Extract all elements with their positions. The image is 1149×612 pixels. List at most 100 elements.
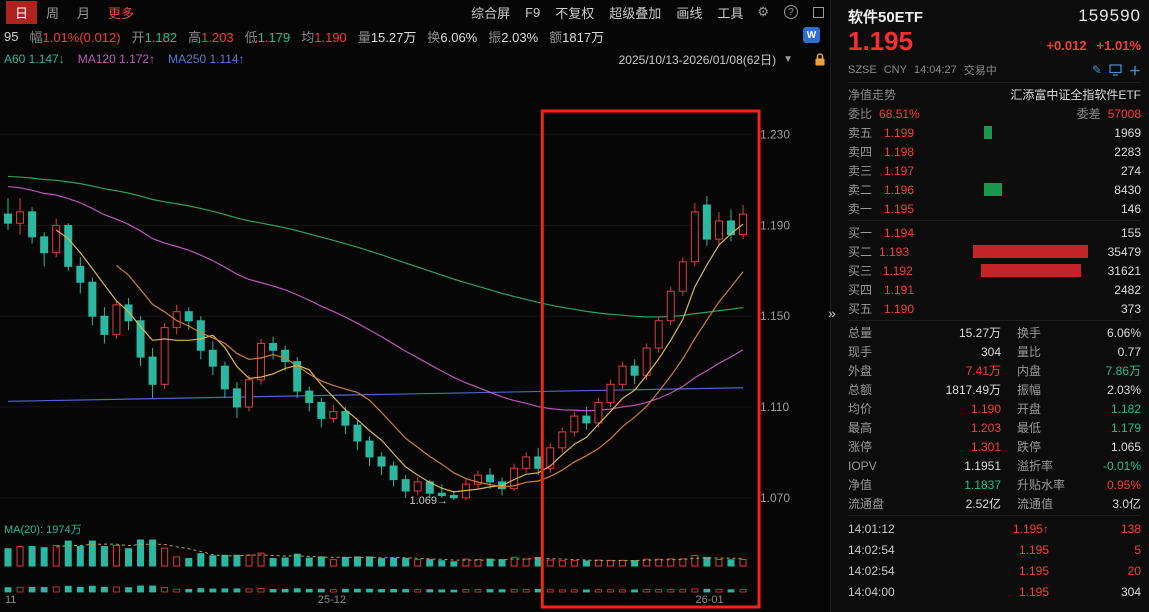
date-range-label: 2025/10/13-2026/01/08(62日) (618, 52, 777, 67)
tick-row-2[interactable]: 14:02:54 1.195 20 (848, 560, 1141, 581)
ob-level-label: 卖四 (848, 145, 873, 159)
tab-周[interactable]: 周 (46, 5, 60, 21)
tick-qty: 5 (1134, 542, 1141, 557)
ask-row-卖一[interactable]: 卖一 1.195 146 (848, 199, 1141, 218)
ask-row-卖五[interactable]: 卖五 1.199 1969 (848, 123, 1141, 142)
stat-label: 高 (188, 29, 202, 45)
menu-item-F9[interactable]: F9 (525, 4, 541, 20)
bid-row-买四[interactable]: 买四 1.191 2482 (848, 280, 1141, 299)
ma-legend-MA250: MA250 1.114↑ (168, 52, 245, 66)
stat-value: 1.190 (314, 29, 347, 45)
stat-label: 均价 (848, 402, 873, 416)
add-icon[interactable]: ＋ (1128, 63, 1141, 78)
stat-row-净值: 净值 1.1837 升贴水率 0.95% (848, 475, 1141, 494)
stat-label: 现手 (848, 345, 873, 359)
toolbar-menu: 综合屏 F9 不复权 超级叠加 画线 工具 (471, 3, 743, 22)
menu-item-工具[interactable]: 工具 (717, 5, 744, 21)
stat-value: 0.95% (1106, 477, 1141, 492)
stat-value: 1.01%(0.012) (42, 29, 121, 45)
panel-collapse-icon[interactable]: » (828, 305, 836, 321)
stat-量: 量15.27万 (358, 27, 417, 46)
stat-label: 低 (244, 29, 258, 45)
stat-value: 15.27万 (370, 29, 417, 45)
stat-label: 振 (488, 29, 502, 45)
ob-depth-bar-track (930, 183, 1079, 196)
stat-label: 最低 (1017, 421, 1042, 435)
stat-value: 1.179 (257, 29, 291, 45)
tick-row-3[interactable]: 14:04:00 1.195 304 (848, 581, 1141, 602)
stat-row-总额: 总额 1817.49万 振幅 2.03% (848, 380, 1141, 399)
quote-panel: 软件50ETF 159590 1.195 +0.012 +1.01% SZSE … (830, 0, 1149, 612)
stat-label: 流通盘 (848, 497, 885, 511)
bid-row-买一[interactable]: 买一 1.194 155 (848, 223, 1141, 242)
stat-label: 流通值 (1017, 497, 1054, 511)
stat-row-均价: 均价 1.190 开盘 1.182 (848, 399, 1141, 418)
stats-grid: 总量 15.27万 换手 6.06% 现手 304 量比 0.77 外盘 7.41万 内盘 7.86万… (848, 323, 1141, 513)
stat-value: 6.06% (440, 29, 478, 45)
expand-icon[interactable] (813, 6, 824, 18)
stat-label: IOPV (848, 458, 877, 473)
ob-price: 1.198 (884, 144, 915, 159)
stat-label: 最高 (848, 421, 873, 435)
svg-text:1.230: 1.230 (760, 128, 790, 142)
edit-icon[interactable]: ✎ (1091, 63, 1102, 77)
ob-price: 1.199 (884, 125, 915, 140)
bid-row-买五[interactable]: 买五 1.190 373 (848, 299, 1141, 318)
stat-value: 1.182 (144, 29, 178, 45)
settings-gear-icon[interactable]: ⚙ (757, 4, 769, 19)
stat-label: 额 (549, 29, 563, 45)
stat-value: 7.86万 (1105, 364, 1141, 378)
stat-label: 净值 (848, 478, 873, 492)
menu-item-超级叠加[interactable]: 超级叠加 (609, 5, 662, 21)
ob-qty: 373 (1120, 301, 1141, 316)
stat-label: 内盘 (1017, 364, 1042, 378)
ob-qty: 2283 (1114, 144, 1141, 159)
stat-label: 外盘 (848, 364, 873, 378)
tick-row-1[interactable]: 14:02:54 1.195 5 (848, 539, 1141, 560)
svg-text:26-01: 26-01 (696, 594, 724, 606)
stat-value: 1.190 (970, 401, 1001, 416)
clipped-price-text: 95 (4, 28, 19, 44)
bid-row-买三[interactable]: 买三 1.192 31621 (848, 261, 1141, 280)
menu-item-画线[interactable]: 画线 (676, 5, 703, 21)
ob-qty: 31621 (1107, 263, 1141, 278)
exchange-label: SZSE (848, 64, 877, 76)
fund-full-name: 汇添富中证全指软件ETF (1010, 88, 1141, 102)
date-range-control[interactable]: 2025/10/13-2026/01/08(62日) ▼ (619, 51, 826, 68)
weicha-label: 委差 (1076, 107, 1101, 121)
tick-time: 14:01:12 (848, 521, 895, 536)
stat-value: 1.203 (201, 29, 234, 45)
stat-label: 换 (427, 29, 441, 45)
ask-row-卖三[interactable]: 卖三 1.197 274 (848, 161, 1141, 180)
kline-chart[interactable]: 1.230 1.190 1.150 1.110 1.070 1.069→ MA(20): 1… (0, 0, 830, 612)
stat-label: 跌停 (1017, 440, 1042, 454)
ask-book: 卖五 1.199 1969 卖四 1.198 2283 卖三 1.197 274 卖二 1.196 8… (848, 123, 1141, 218)
nav-trend-label[interactable]: 净值走势 (848, 88, 897, 102)
chevron-down-icon[interactable]: ▼ (783, 53, 793, 65)
help-icon[interactable]: ? (784, 5, 798, 19)
tick-row-0[interactable]: 14:01:12 1.195↑ 138 (848, 518, 1141, 539)
tab-更多[interactable]: 更多 (108, 5, 135, 21)
ask-row-卖四[interactable]: 卖四 1.198 2283 (848, 142, 1141, 161)
menu-item-不复权[interactable]: 不复权 (555, 5, 595, 21)
stat-label: 换手 (1017, 326, 1042, 340)
stat-振: 振2.03% (488, 27, 538, 46)
lock-icon[interactable] (814, 52, 826, 66)
float-window-icon[interactable]: W (803, 27, 820, 43)
stat-label: 振幅 (1017, 383, 1042, 397)
ma-legend-items: A60 1.147↓ MA120 1.172↑ MA250 1.114↑ (4, 52, 245, 66)
ob-qty: 155 (1120, 225, 1141, 240)
bid-row-买二[interactable]: 买二 1.193 35479 (848, 242, 1141, 261)
ob-depth-bar-track (919, 245, 1088, 258)
ob-level-label: 买三 (848, 264, 873, 278)
tab-日[interactable]: 日 (6, 0, 38, 24)
monitor-icon[interactable] (1109, 64, 1122, 76)
bid-book: 买一 1.194 155 买二 1.193 35479 买三 1.192 31621 买四 1.19… (848, 223, 1141, 318)
trading-status: 交易中 (963, 65, 997, 77)
ob-depth-bar (972, 245, 1088, 258)
stat-label: 总额 (848, 383, 873, 397)
ask-row-卖二[interactable]: 卖二 1.196 8430 (848, 180, 1141, 199)
tab-月[interactable]: 月 (77, 5, 91, 21)
ob-level-label: 卖三 (848, 164, 873, 178)
menu-item-综合屏[interactable]: 综合屏 (471, 5, 511, 21)
